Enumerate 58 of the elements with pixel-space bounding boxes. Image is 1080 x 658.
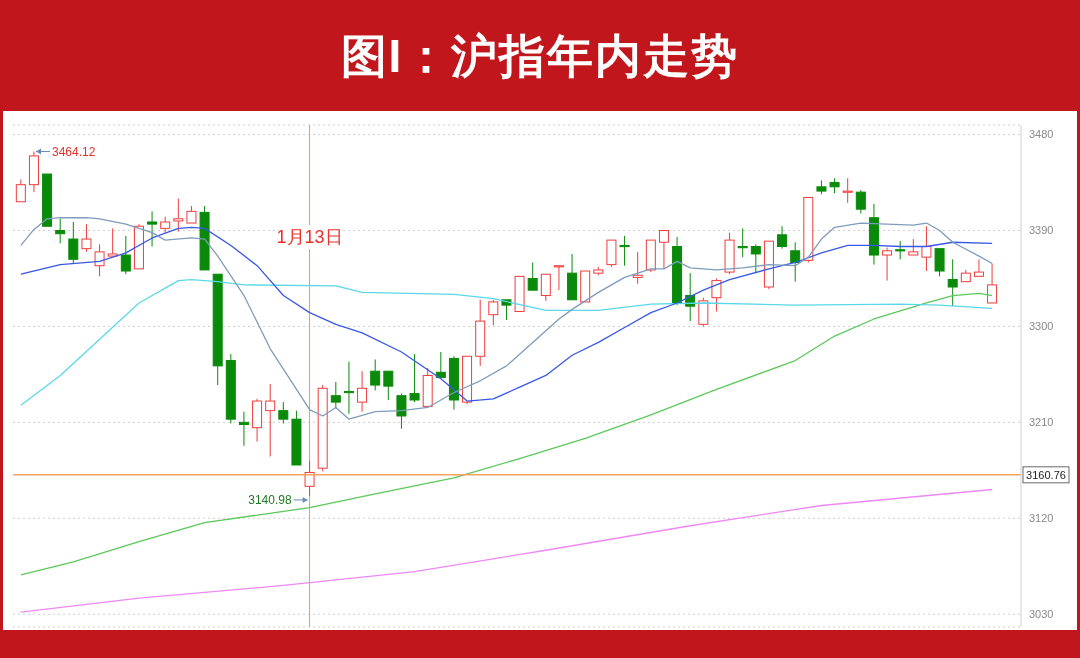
candlestick bbox=[133, 223, 144, 270]
candlestick bbox=[947, 258, 958, 307]
annotation: 3464.12 bbox=[52, 144, 96, 159]
y-tick-label: 3390 bbox=[1029, 224, 1054, 237]
candlestick bbox=[842, 177, 853, 204]
candlestick bbox=[882, 247, 893, 282]
candlestick bbox=[383, 370, 394, 401]
candlestick bbox=[28, 151, 39, 193]
y-tick-label: 3210 bbox=[1029, 416, 1054, 429]
candlestick bbox=[212, 273, 223, 386]
candlestick bbox=[632, 251, 643, 285]
candlestick bbox=[540, 273, 551, 302]
candlestick bbox=[15, 178, 26, 203]
candlestick bbox=[580, 270, 591, 303]
candlestick bbox=[81, 223, 92, 253]
candlestick bbox=[55, 218, 66, 244]
candlestick bbox=[567, 253, 578, 301]
candlestick bbox=[514, 275, 525, 313]
candlestick bbox=[750, 243, 761, 274]
candlestick bbox=[987, 263, 998, 304]
candlestick bbox=[199, 205, 210, 271]
candlestick bbox=[186, 205, 197, 224]
candlestick bbox=[462, 355, 473, 405]
chart-title: 图I：沪指年内走势 bbox=[3, 3, 1077, 115]
candlestick bbox=[672, 236, 683, 306]
candlestick bbox=[711, 277, 722, 313]
candlestick bbox=[658, 230, 669, 270]
candlestick bbox=[553, 265, 564, 291]
candlestick bbox=[777, 225, 788, 250]
candlestick bbox=[606, 239, 617, 268]
y-tick-label: 3480 bbox=[1029, 128, 1054, 141]
candlestick bbox=[147, 210, 158, 247]
candlestick bbox=[475, 299, 486, 367]
candlestick bbox=[527, 261, 538, 291]
candlestick bbox=[265, 383, 276, 457]
candlestick bbox=[737, 227, 748, 258]
candlestick bbox=[921, 225, 932, 272]
candlestick bbox=[448, 355, 459, 411]
annotation: 3140.98 bbox=[248, 492, 292, 507]
candlestick bbox=[619, 235, 630, 267]
candlestick bbox=[238, 411, 249, 447]
candlestick bbox=[868, 203, 879, 266]
candlestick bbox=[94, 243, 105, 277]
candlestick bbox=[973, 258, 984, 277]
y-tick-label: 3120 bbox=[1029, 512, 1054, 525]
candlestick bbox=[42, 173, 53, 227]
candlestick bbox=[343, 361, 354, 415]
ref-line-label: 3160.76 bbox=[1026, 468, 1066, 481]
candlestick bbox=[829, 177, 840, 194]
y-tick-label: 3030 bbox=[1029, 608, 1054, 621]
y-tick-label: 3300 bbox=[1029, 320, 1054, 333]
candlestick bbox=[252, 398, 263, 443]
line-series bbox=[20, 488, 993, 613]
candlestick bbox=[763, 240, 774, 290]
candlestick bbox=[357, 370, 368, 413]
line-series bbox=[20, 278, 993, 406]
candlestick bbox=[107, 227, 118, 257]
annotation: 1月13日 bbox=[276, 227, 343, 247]
